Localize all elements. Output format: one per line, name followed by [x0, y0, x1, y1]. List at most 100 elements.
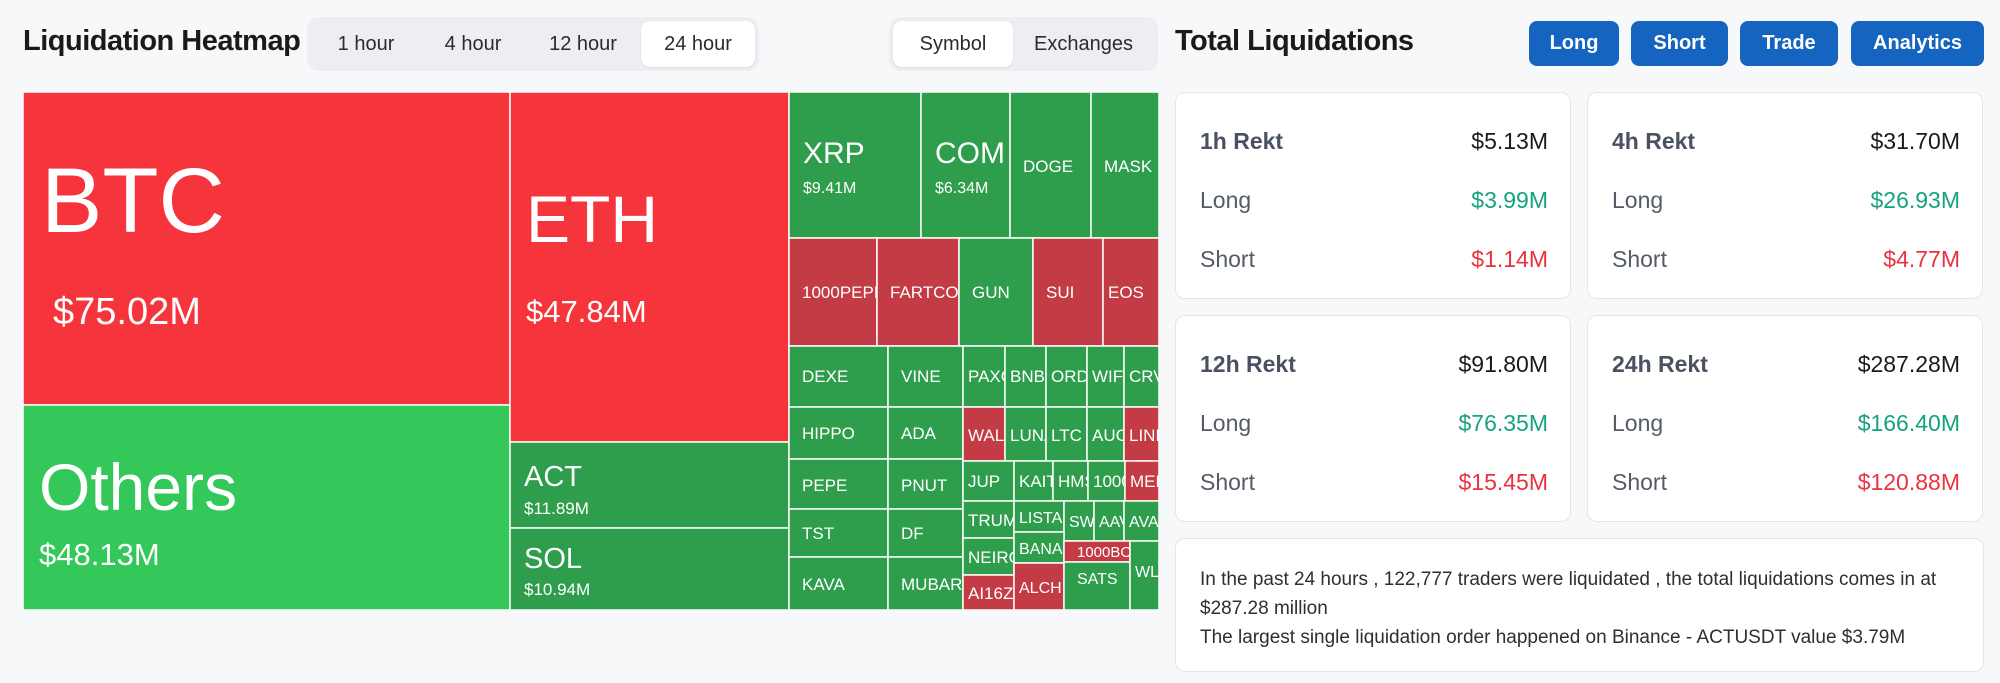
long-button[interactable]: Long: [1529, 21, 1619, 66]
heatmap-tile-luna[interactable]: LUNA: [1004, 406, 1056, 462]
tile-symbol: 1000PEPE: [802, 283, 885, 302]
time-range-tabs: 1 hour 4 hour 12 hour 24 hour: [307, 17, 759, 71]
tile-rect: [962, 345, 1006, 408]
tab-12-hour[interactable]: 12 hour: [549, 32, 617, 55]
heatmap-tile-banana[interactable]: BANANA: [1013, 531, 1085, 564]
heatmap-tile-swell[interactable]: SWELL: [1063, 500, 1123, 542]
heatmap-tile-pnut[interactable]: PNUT: [887, 458, 964, 510]
heatmap-tile-df[interactable]: DF: [887, 508, 964, 558]
heatmap-tile-wld[interactable]: WLD: [1129, 540, 1159, 610]
heatmap-tile-crv[interactable]: CRV: [1123, 345, 1159, 408]
tile-symbol: CRV: [1129, 367, 1159, 386]
tile-symbol: DF: [901, 524, 924, 543]
heatmap-tile-fartcoin[interactable]: FARTCOIN: [876, 237, 976, 347]
heatmap-tile-bnb[interactable]: BNB: [1004, 345, 1047, 408]
heatmap-tile-alch[interactable]: ALCH: [1013, 562, 1065, 610]
tile-rect: [23, 404, 511, 610]
long-label: Long: [1612, 187, 1664, 213]
tile-rect: [1124, 460, 1159, 502]
tile-symbol: HMSTR: [1058, 472, 1118, 491]
heatmap-tile-jup[interactable]: JUP: [962, 460, 1015, 502]
tile-symbol: VINE: [901, 367, 941, 386]
heatmap-tile-btc[interactable]: BTC $75.02M: [23, 92, 511, 406]
card-title: 4h Rekt: [1612, 128, 1696, 154]
tile-symbol: GUN: [972, 283, 1010, 302]
heatmap-tile-dexe[interactable]: DEXE: [788, 345, 889, 408]
tab-exchanges[interactable]: Exchanges: [1034, 32, 1133, 55]
heatmap-tile-lista[interactable]: LISTA: [1013, 500, 1065, 533]
tile-rect: [788, 406, 889, 460]
short-value: $1.14M: [1471, 246, 1548, 272]
short-label: Short: [1200, 469, 1255, 495]
tile-rect: [509, 527, 790, 610]
heatmap-tile-1000pepe[interactable]: 1000PEPE: [788, 237, 885, 347]
tile-value: $11.89M: [524, 499, 589, 518]
heatmap-tile-hippo[interactable]: HIPPO: [788, 406, 889, 460]
heatmap-tile-vine[interactable]: VINE: [887, 345, 964, 408]
long-value: $76.35M: [1458, 410, 1548, 436]
heatmap-tile-ai16z[interactable]: AI16Z: [962, 574, 1015, 610]
tile-symbol: PEPE: [802, 476, 847, 495]
tile-symbol: COM: [935, 137, 1005, 170]
rekt-card-1h: 1h Rekt $5.13M Long $3.99M Short $1.14M: [1175, 92, 1571, 299]
heatmap-tile-eos[interactable]: EOS: [1102, 237, 1159, 347]
tile-symbol: KAVA: [802, 575, 845, 594]
tile-symbol: AUCTION: [1092, 426, 1159, 445]
heatmap-tile-melania[interactable]: MELANIA: [1124, 460, 1159, 502]
tile-value: $10.94M: [524, 580, 590, 599]
tile-rect: [788, 556, 889, 610]
heatmap-tile-sui[interactable]: SUI: [1032, 237, 1104, 347]
tile-symbol: BTC: [41, 150, 225, 252]
heatmap-tile-kaito[interactable]: KAITO: [1013, 460, 1070, 502]
tile-symbol: AAVE: [1099, 514, 1141, 531]
heatmap-tile-1000shib[interactable]: 1000SHIB: [1087, 460, 1159, 502]
heatmap-tile-act[interactable]: ACT $11.89M: [509, 441, 790, 529]
long-label: Long: [1200, 410, 1252, 436]
liquidation-summary: In the past 24 hours , 122,777 traders w…: [1175, 538, 1984, 672]
heatmap-tile-others[interactable]: Others $48.13M: [23, 404, 511, 610]
trade-button[interactable]: Trade: [1740, 21, 1838, 66]
heatmap-tile-gun[interactable]: GUN: [958, 237, 1034, 347]
heatmap-tile-sats[interactable]: SATS: [1063, 561, 1131, 610]
tab-4-hour[interactable]: 4 hour: [444, 32, 502, 55]
heatmap-tile-ada[interactable]: ADA: [887, 406, 964, 460]
heatmap-tile-link[interactable]: LINK: [1123, 406, 1159, 462]
tile-symbol: TRUMP: [968, 511, 1028, 530]
heatmap-tile-paxg[interactable]: PAXG: [962, 345, 1014, 408]
tile-symbol: MUBARAK: [901, 575, 986, 594]
heatmap-tile-doge[interactable]: DOGE: [1009, 92, 1092, 239]
summary-line-1: In the past 24 hours , 122,777 traders w…: [1200, 569, 1937, 619]
tile-symbol: DOGE: [1023, 157, 1073, 176]
tile-rect: [887, 406, 964, 460]
heatmap-tile-kava[interactable]: KAVA: [788, 556, 889, 610]
heatmap-tile-xrp[interactable]: XRP $9.41M: [788, 92, 922, 239]
tile-symbol: BANANA: [1019, 541, 1085, 558]
tile-value: $6.34M: [935, 180, 988, 197]
long-label: Long: [1612, 410, 1664, 436]
long-value: $166.40M: [1857, 410, 1960, 436]
heatmap-tile-wif[interactable]: WIF: [1086, 345, 1125, 408]
view-tabs: Symbol Exchanges: [889, 17, 1158, 71]
tab-symbol[interactable]: Symbol: [893, 21, 1013, 67]
heatmap-tile-com[interactable]: COM $6.34M: [920, 92, 1011, 239]
tab-24-hour[interactable]: 24 hour: [641, 21, 755, 67]
heatmap-tile-sol[interactable]: SOL $10.94M: [509, 527, 790, 610]
heatmap-tile-eth[interactable]: ETH $47.84M: [509, 92, 790, 443]
tile-rect: [23, 92, 511, 406]
heatmap-tile-pepe[interactable]: PEPE: [788, 458, 889, 510]
tile-value: $75.02M: [53, 291, 201, 333]
tab-1-hour[interactable]: 1 hour: [337, 32, 395, 55]
tile-rect: [962, 537, 1015, 576]
heatmap-tile-neiro[interactable]: NEIRO: [962, 537, 1022, 576]
tile-rect: [887, 458, 964, 510]
heatmap-tile-mask[interactable]: MASK: [1090, 92, 1159, 239]
tile-symbol: XRP: [803, 137, 865, 170]
heatmap-tile-ltc[interactable]: LTC: [1045, 406, 1088, 462]
heatmap-tile-wal[interactable]: WAL: [962, 406, 1006, 462]
tile-symbol: KAITO: [1019, 472, 1070, 491]
heatmap-tile-avax[interactable]: AVAX: [1123, 500, 1159, 542]
analytics-button[interactable]: Analytics: [1851, 21, 1984, 66]
heatmap-tile-mubarak[interactable]: MUBARAK: [887, 556, 986, 610]
heatmap-tile-tst[interactable]: TST: [788, 508, 889, 558]
short-button[interactable]: Short: [1631, 21, 1728, 66]
